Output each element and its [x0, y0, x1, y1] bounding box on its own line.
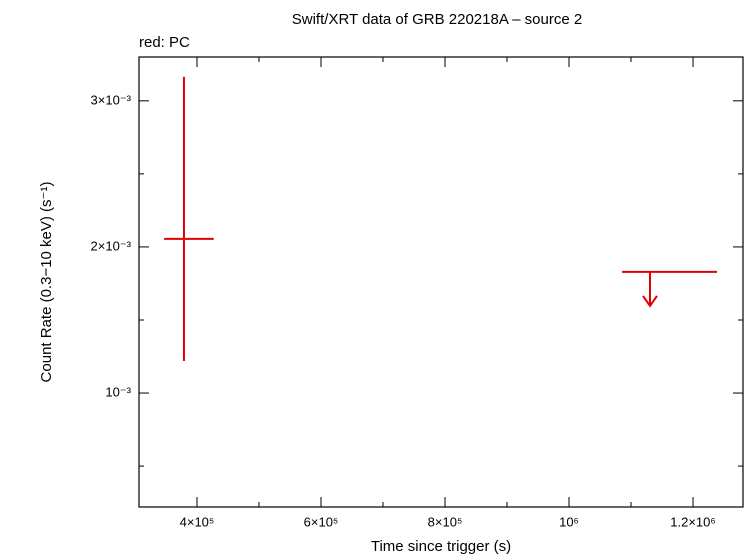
y-tick-label: 3×10⁻³ — [91, 92, 132, 107]
x-tick-label: 4×10⁵ — [180, 514, 215, 529]
y-tick-label: 10⁻³ — [105, 384, 131, 399]
plot-frame — [138, 56, 744, 508]
x-tick-label: 10⁶ — [559, 514, 579, 529]
upper-limit-arrow — [642, 271, 658, 308]
x-tick-label: 8×10⁵ — [428, 514, 463, 529]
y-axis-label: Count Rate (0.3−10 keV) (s⁻¹) — [38, 182, 55, 383]
y-tick-label: 2×10⁻³ — [91, 238, 132, 253]
legend-note: red: PC — [139, 34, 190, 51]
x-tick-label: 6×10⁵ — [304, 514, 339, 529]
x-axis-label: Time since trigger (s) — [371, 538, 511, 555]
chart-title: Swift/XRT data of GRB 220218A – source 2 — [292, 11, 582, 28]
x-tick-label: 1.2×10⁶ — [670, 514, 715, 529]
